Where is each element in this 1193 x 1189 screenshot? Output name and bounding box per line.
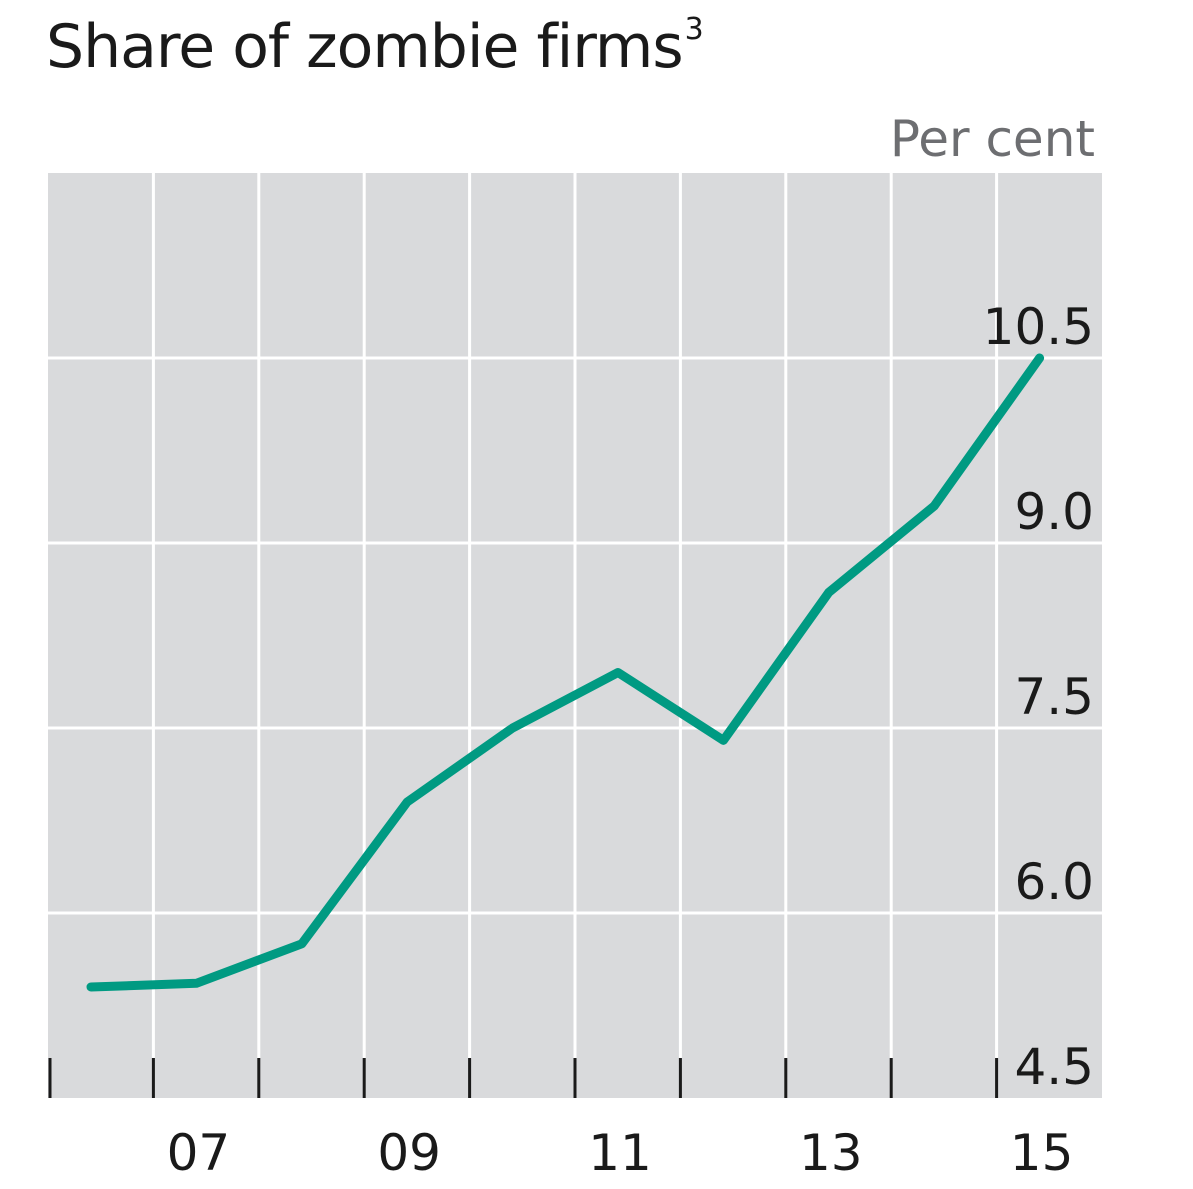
vertical-gridlines: [151, 173, 999, 1058]
x-tick-label: 13: [799, 1124, 863, 1182]
x-tick-label: 15: [1010, 1124, 1074, 1182]
horizontal-gridlines: [48, 356, 1102, 915]
series-group: [86, 353, 1045, 992]
y-tick-label: 10.5: [983, 298, 1094, 356]
x-tick-label: 11: [588, 1124, 652, 1182]
title-footnote-marker: 3: [684, 12, 704, 47]
y-tick-label: 7.5: [1014, 668, 1094, 726]
unit-label: Per cent: [889, 110, 1095, 168]
y-tick-label: 6.0: [1014, 853, 1094, 911]
chart-title-text: Share of zombie firms: [46, 12, 684, 82]
series-line: [86, 353, 1045, 992]
x-tick-label: 09: [377, 1124, 441, 1182]
y-tick-label: 9.0: [1014, 483, 1094, 541]
y-tick-label: 4.5: [1014, 1038, 1094, 1096]
x-axis-labels: 07 09 11 13 15: [167, 1124, 1074, 1182]
chart-title: Share of zombie firms3: [46, 12, 704, 82]
x-tick-label: 07: [167, 1124, 231, 1182]
y-axis-labels: 4.5 6.0 7.5 9.0 10.5: [983, 298, 1094, 1096]
x-axis-ticks: [48, 1058, 999, 1098]
